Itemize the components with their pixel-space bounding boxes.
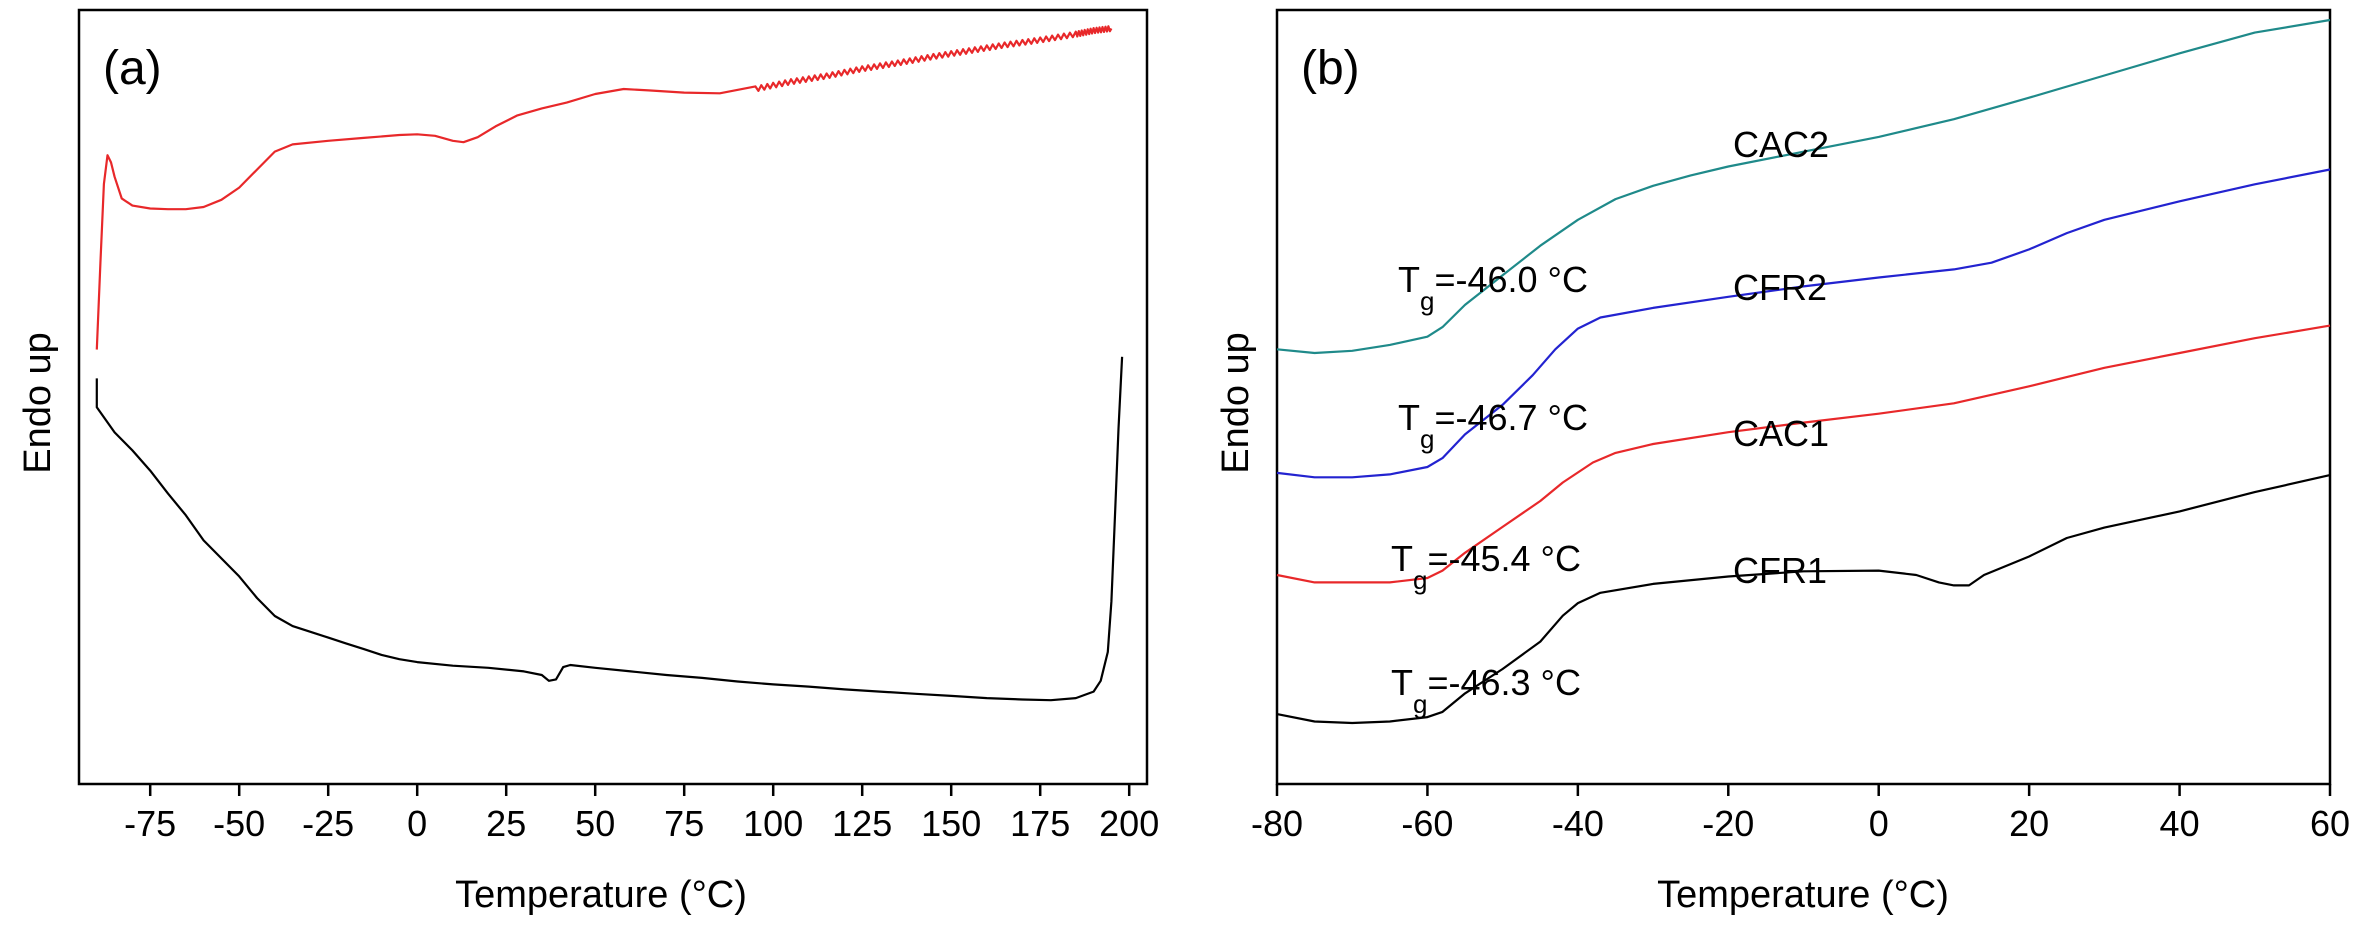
panel-b-series xyxy=(1276,18,2331,725)
panel-b-y-axis-label: Endo up xyxy=(1215,332,1257,474)
panel-b-x-tick-label: -60 xyxy=(1401,803,1453,844)
tg-symbol: T xyxy=(1391,538,1413,579)
panel-a-series-line-1 xyxy=(95,356,1124,702)
panel-b-x-tick-label: -80 xyxy=(1251,803,1303,844)
panel-a-x-tick-label: 0 xyxy=(407,803,427,844)
tg-annotation-cac2: Tg=-46.0 °C xyxy=(1398,259,1588,316)
panel-a-x-tick-label: -50 xyxy=(213,803,265,844)
panel-a-x-tick-label: 200 xyxy=(1099,803,1159,844)
tg-symbol: T xyxy=(1398,259,1420,300)
tg-value: =-46.3 °C xyxy=(1427,662,1580,703)
tg-symbol: T xyxy=(1398,397,1420,438)
tg-subscript: g xyxy=(1420,424,1434,454)
panel-b-label: (b) xyxy=(1301,42,1360,95)
panel-a-plot-frame xyxy=(77,8,1149,786)
panel-a-series xyxy=(95,25,1124,702)
panel-a-x-tick-label: -75 xyxy=(124,803,176,844)
panel-b-series-line-cfr1 xyxy=(1276,474,2331,725)
panel-b-x-tick-label: 0 xyxy=(1869,803,1889,844)
series-label-cac1: CAC1 xyxy=(1733,413,1829,454)
panel-b-x-tick-label: -40 xyxy=(1552,803,1604,844)
panel-a-x-tick-label: 150 xyxy=(921,803,981,844)
tg-subscript: g xyxy=(1420,286,1434,316)
tg-subscript: g xyxy=(1413,689,1427,719)
tg-symbol: T xyxy=(1391,662,1413,703)
panel-a-x-tick-label: -25 xyxy=(302,803,354,844)
tg-value: =-45.4 °C xyxy=(1427,538,1580,579)
panel-a-x-tick-label: 125 xyxy=(832,803,892,844)
tg-subscript: g xyxy=(1413,565,1427,595)
tg-value: =-46.7 °C xyxy=(1434,397,1587,438)
panel-a-label: (a) xyxy=(103,42,162,95)
panel-a: (a) -75 -50 -25 0 25 50 75 100 125 150 175 200 Temp… xyxy=(17,8,1159,916)
panel-b-series-line-cac1 xyxy=(1276,324,2331,584)
panel-b-x-tick-label: -20 xyxy=(1702,803,1754,844)
panel-a-series-line-0 xyxy=(95,25,1113,350)
panel-b-series-line-cfr2 xyxy=(1276,168,2331,479)
tg-annotation-cfr1: Tg=-46.3 °C xyxy=(1391,662,1581,719)
series-label-cfr2: CFR2 xyxy=(1733,267,1827,308)
panel-a-x-tick-label: 50 xyxy=(575,803,615,844)
panel-a-x-axis-label: Temperature (°C) xyxy=(455,874,747,916)
panel-a-x-tick-label: 25 xyxy=(486,803,526,844)
series-label-cfr1: CFR1 xyxy=(1733,550,1827,591)
panel-a-x-tick-label: 75 xyxy=(664,803,704,844)
panel-a-x-tick-label: 175 xyxy=(1010,803,1070,844)
panel-b: (b) -80 -60 -40 -20 0 20 40 60 CAC2 CFR2 CAC1 C… xyxy=(1215,8,2350,916)
tg-annotation-cfr2: Tg=-46.7 °C xyxy=(1398,397,1588,454)
panel-b-x-axis-label: Temperature (°C) xyxy=(1657,874,1949,916)
tg-annotation-cac1: Tg=-45.4 °C xyxy=(1391,538,1581,595)
panel-a-x-ticks: -75 -50 -25 0 25 50 75 100 125 150 175 200 xyxy=(124,784,1159,844)
panel-b-x-tick-label: 60 xyxy=(2310,803,2350,844)
series-label-cac2: CAC2 xyxy=(1733,124,1829,165)
panel-b-series-line-cac2 xyxy=(1276,18,2331,355)
panel-b-x-tick-label: 40 xyxy=(2160,803,2200,844)
tg-value: =-46.0 °C xyxy=(1434,259,1587,300)
panel-b-x-tick-label: 20 xyxy=(2009,803,2049,844)
panel-a-y-axis-label: Endo up xyxy=(17,332,59,474)
panel-a-x-tick-label: 100 xyxy=(743,803,803,844)
panel-b-x-ticks: -80 -60 -40 -20 0 20 40 60 xyxy=(1251,784,2350,844)
panel-b-plot-frame xyxy=(1275,8,2332,786)
